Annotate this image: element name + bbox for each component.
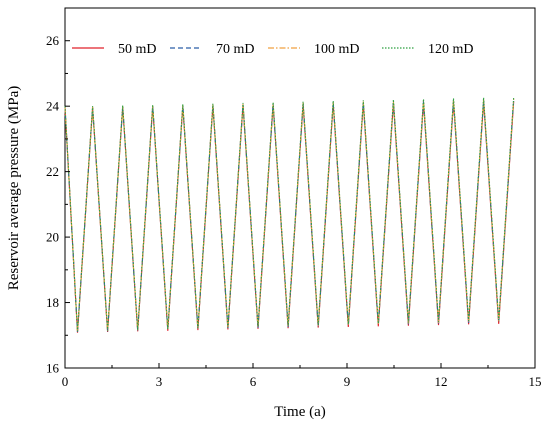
series-line-1	[64, 99, 515, 333]
x-tick-label: 15	[529, 374, 542, 389]
ticks-layer: 0 3 6 9 12 15 16 18 20 22 24 26	[46, 33, 542, 389]
series-line-0	[64, 101, 515, 333]
y-tick-label: 24	[46, 99, 60, 114]
legend-label: 100 mD	[314, 42, 360, 57]
x-tick-label: 0	[62, 374, 69, 389]
series-line-3	[64, 96, 515, 332]
x-tick-label: 12	[435, 374, 448, 389]
y-axis-title: Reservoir average pressure (MPa)	[6, 86, 22, 291]
y-tick-label: 26	[46, 33, 60, 48]
legend-label: 120 mD	[428, 42, 474, 57]
plot-frame	[64, 7, 536, 369]
x-tick-label: 3	[156, 374, 163, 389]
x-axis-title: Time (a)	[274, 404, 326, 420]
series-line-2	[64, 98, 515, 332]
legend: 50 mD 70 mD 100 mD 120 mD	[72, 42, 474, 57]
legend-label: 70 mD	[216, 42, 255, 57]
x-tick-label: 9	[344, 374, 351, 389]
legend-label: 50 mD	[118, 42, 157, 57]
y-tick-label: 16	[46, 361, 60, 376]
series-layer	[64, 96, 515, 333]
x-tick-label: 6	[250, 374, 257, 389]
y-tick-label: 20	[46, 230, 59, 245]
y-tick-label: 18	[46, 295, 59, 310]
y-tick-label: 22	[46, 164, 59, 179]
